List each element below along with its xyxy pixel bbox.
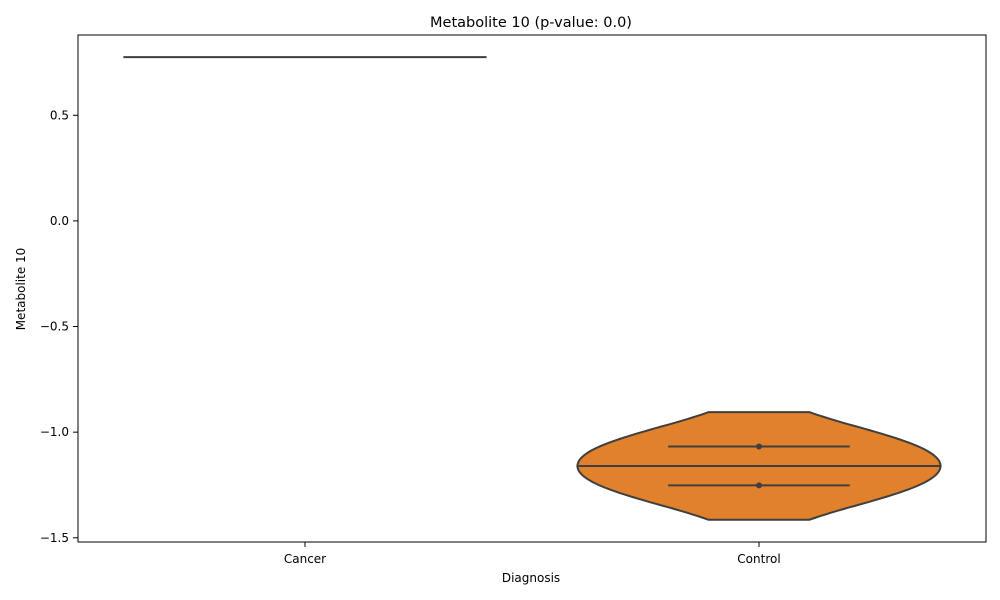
y-tick-label: −0.5 [40, 320, 69, 334]
violin-control-obs-point [756, 443, 762, 450]
x-axis-label: Diagnosis [502, 571, 560, 585]
y-tick-label: −1.5 [40, 531, 69, 545]
y-tick-label: 0.0 [50, 214, 69, 228]
violin-control-obs-point [756, 482, 762, 489]
y-tick-label: −1.0 [40, 425, 69, 439]
x-tick-label: Control [737, 552, 780, 566]
x-tick-label: Cancer [284, 552, 326, 566]
plot-frame [77, 34, 987, 543]
y-tick-label: 0.5 [50, 108, 69, 122]
y-axis-label: Metabolite 10 [14, 248, 28, 331]
chart-title: Metabolite 10 (p-value: 0.0) [430, 15, 632, 31]
